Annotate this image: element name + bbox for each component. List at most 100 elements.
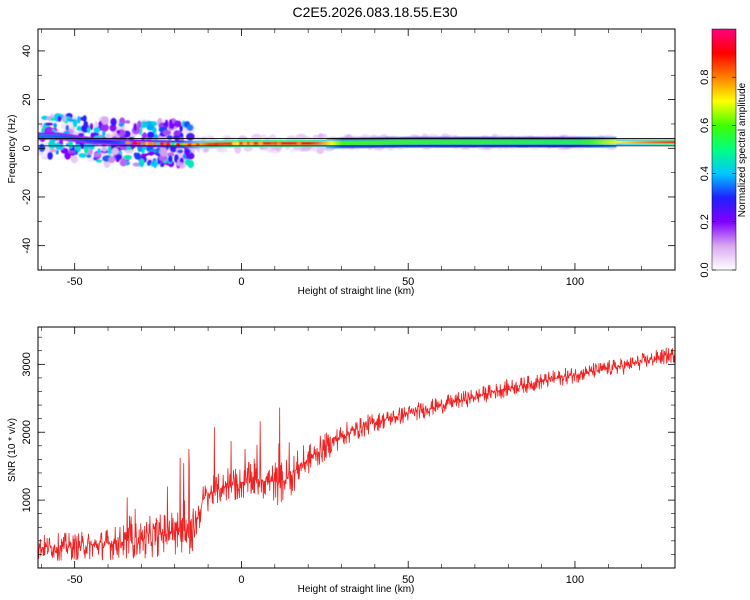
spectrogram-cell [221,135,231,139]
spectrogram-cell [522,139,525,145]
spectrogram-cell [186,132,195,141]
spectrogram-cell [662,140,665,144]
spectrogram-cell [324,141,327,145]
spectrogram-cell [424,139,427,145]
spectrogram-cell [532,139,535,145]
spectrogram-cell [526,139,529,145]
spectrogram-cell [516,139,519,145]
spectrogram-cell [506,139,509,145]
spectrogram-cell [62,135,65,139]
spectrogram-cell [166,135,173,140]
spectrogram-cell [634,140,637,144]
spectrogram-cell [672,140,675,144]
spectrogram-cell [368,140,371,146]
spectrogram-cell [658,140,661,144]
colorbar-ticks: 0.0 0.2 0.4 0.6 0.8 [699,70,736,278]
spectrogram-cell [290,141,293,146]
spectrogram-cell [474,139,477,145]
spectrogram-cell [580,139,583,145]
y-tick-label: 2000 [21,420,33,444]
spectrogram-cell [326,140,329,146]
spectrogram-cell [452,139,455,145]
spectrogram-cell [472,139,475,145]
spectrogram-cell [212,142,215,146]
spectrogram-cell [664,140,667,144]
snr-background [38,327,675,568]
spectrogram-cell [168,155,173,163]
spectrogram-cell [138,162,142,166]
spectrogram-cell [317,133,328,139]
spectrogram-cell [470,139,473,145]
spectrogram-cell [291,141,297,146]
spectrogram-cell [578,139,581,145]
spectrogram-cell [192,136,203,142]
spectrogram-cell [70,155,79,164]
spectrogram-xlabel: Height of straight line (km) [298,286,415,297]
colorbar: 0.0 0.2 0.4 0.6 0.8 Normalized spectral ampl… [699,28,748,278]
spectrogram-cell [284,141,287,146]
spectrogram-cell [164,119,169,128]
spectrogram-cell [466,139,469,145]
spectrogram-cell [213,142,219,146]
spectrogram-cell [356,140,359,146]
spectrogram-cell [584,139,587,145]
spectrogram-cell [173,120,182,128]
spectrogram-cell [94,139,97,143]
x-tick-label: 50 [402,276,414,288]
spectrogram-cell [374,140,377,146]
spectrogram-cell [382,140,385,145]
spectrogram-cell [338,140,341,146]
spectrogram-cell [184,148,191,156]
spectrogram-cell [97,148,101,155]
spectrogram-cell [650,140,653,144]
spectrogram-cell [88,138,91,143]
spectrogram-cell [156,142,159,146]
spectrogram-cell [67,139,73,149]
spectrogram-cell [74,150,78,155]
spectrogram-cell [494,139,497,145]
spectrogram-cell [402,139,405,145]
spectrogram-cell [159,142,165,146]
spectrogram-cell [348,140,351,146]
spectrogram-cell [486,139,489,145]
spectrogram-cell [436,139,439,145]
spectrogram-cell [204,142,207,146]
spectrogram-cell [170,142,173,146]
spectrogram-cell [546,139,549,145]
spectrogram-cell [228,142,231,146]
spectrogram-cell [398,139,401,145]
spectrogram-cell [82,115,87,123]
spectrogram-cell [114,140,117,144]
spectrogram-cell [542,139,545,145]
spectrogram-cell [45,126,53,132]
spectrogram-cell [124,120,131,124]
spectrogram-cell [216,146,228,153]
spectrogram-cell [178,137,185,142]
spectrogram-cell [190,146,196,155]
spectrogram-cell [396,139,399,145]
spectrogram-cell [60,134,63,139]
spectrogram-cell [364,140,367,146]
spectrogram-cell [632,140,635,144]
spectrogram-cell [112,140,115,144]
spectrogram-cell [628,140,631,144]
spectrogram-cell [231,141,237,146]
snr-ticks: -50 0 50 100 1000 2000 3000 [21,327,676,586]
snr-xlabel: Height of straight line (km) [298,584,415,595]
figure-title: C2E5.2026.083.18.55.E30 [292,4,458,20]
spectrogram-cell [153,159,157,169]
spectrogram-cell [86,138,89,142]
spectrogram-cell [158,154,168,162]
spectrogram-cell [536,139,539,145]
spectrogram-cell [606,139,609,145]
spectrogram-cell [630,140,633,144]
spectrogram-cell [388,140,391,145]
x-tick-label: -50 [67,276,83,288]
spectrogram-cell [243,145,253,152]
spectrogram-cell [434,139,437,145]
spectrogram-cell [312,141,315,146]
spectrogram-cell [120,140,123,145]
spectrogram-cell [574,139,577,145]
spectrogram-cell [296,141,302,146]
